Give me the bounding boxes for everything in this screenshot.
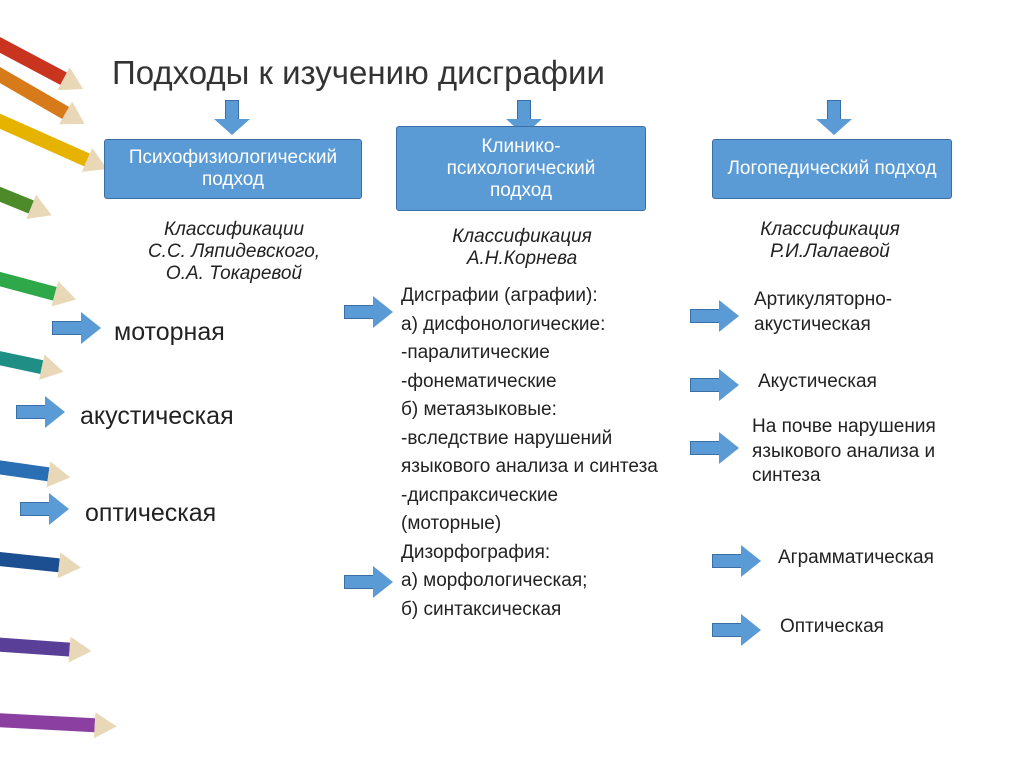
col3-item-3: На почве нарушения языкового анализа и с… — [752, 415, 936, 489]
approach-box-1: Психофизиологический подход — [104, 139, 362, 199]
approach-box-2: Клинико- психологический подход — [396, 126, 646, 211]
arrow-right-icon — [690, 369, 742, 401]
col3-item-5: Оптическая — [780, 615, 884, 640]
approach-2-subtitle: Классификация А.Н.Корнева — [420, 226, 624, 270]
approach-3-subtitle: Классификация Р.И.Лалаевой — [730, 219, 930, 263]
approach-box-2-label: Клинико- психологический подход — [447, 136, 596, 202]
approach-box-1-label: Психофизиологический подход — [115, 147, 351, 191]
arrow-right-icon — [344, 296, 396, 328]
col2-body: Дисграфии (аграфии): а) дисфонологически… — [401, 282, 671, 624]
col3-item-2: Акустическая — [758, 370, 877, 395]
approach-1-subtitle: Классификации С.С. Ляпидевского, О.А. То… — [134, 219, 334, 285]
col3-item-4: Аграмматическая — [778, 546, 934, 571]
content-layer: Подходы к изучению дисграфии Психофизиол… — [0, 0, 1024, 767]
arrow-right-icon — [344, 566, 396, 598]
col1-item-1: моторная — [114, 316, 225, 349]
arrow-right-icon — [712, 545, 764, 577]
arrow-right-icon — [16, 396, 68, 428]
arrow-right-icon — [690, 300, 742, 332]
approach-box-3-label: Логопедический подход — [727, 158, 936, 180]
arrow-down-icon — [214, 100, 250, 136]
page-title: Подходы к изучению дисграфии — [112, 54, 605, 92]
col1-item-2: акустическая — [80, 400, 234, 433]
arrow-right-icon — [52, 312, 104, 344]
col3-item-1: Артикуляторно- акустическая — [754, 288, 892, 337]
arrow-right-icon — [690, 432, 742, 464]
approach-box-3: Логопедический подход — [712, 139, 952, 199]
arrow-down-icon — [816, 100, 852, 136]
arrow-right-icon — [20, 493, 72, 525]
col1-item-3: оптическая — [85, 497, 216, 530]
arrow-right-icon — [712, 614, 764, 646]
